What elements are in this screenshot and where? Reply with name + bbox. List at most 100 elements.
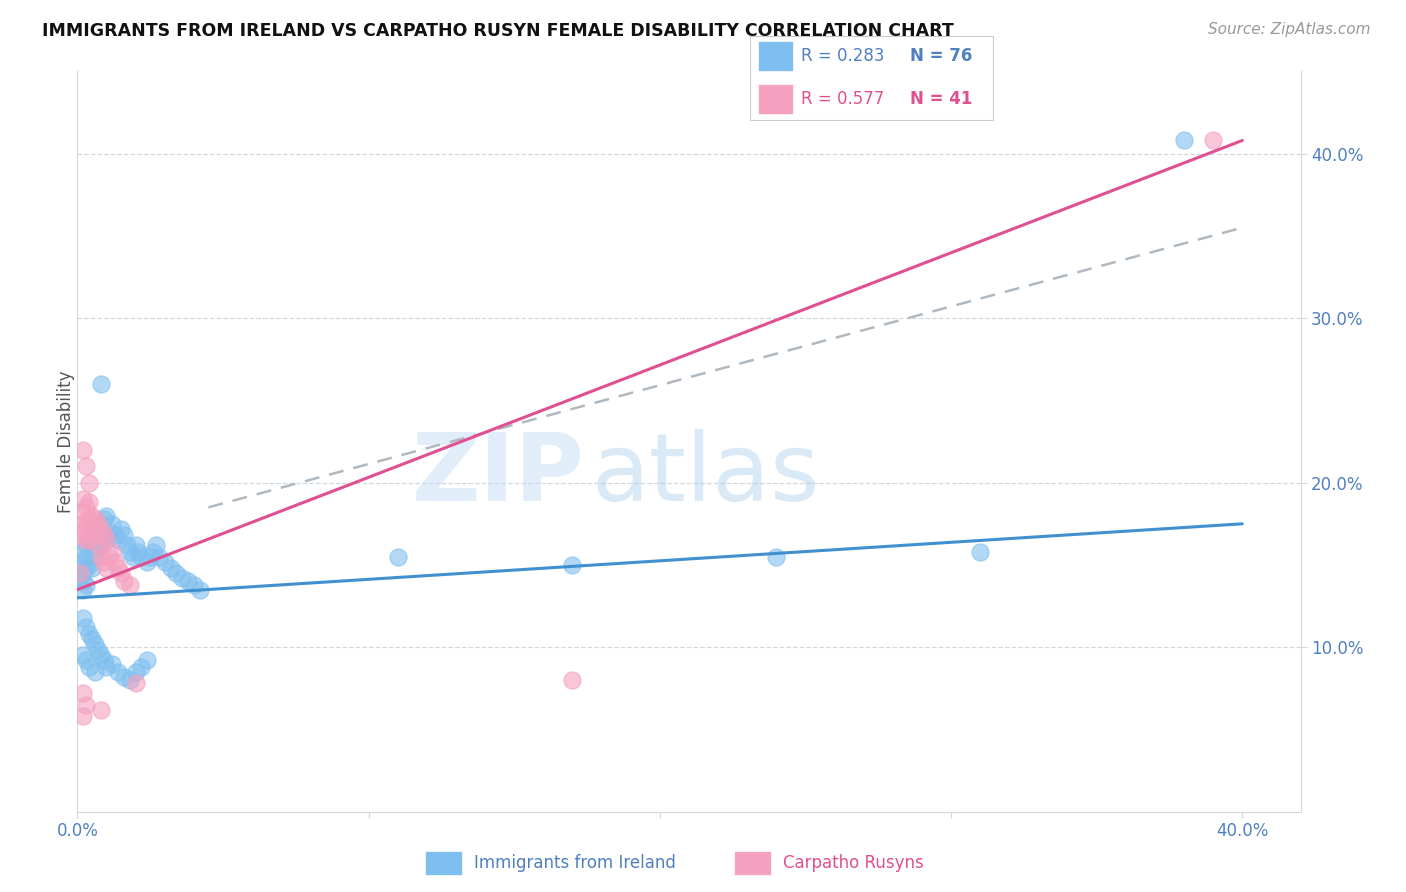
- Point: [101, 545, 124, 559]
- Point: [80, 632, 103, 646]
- Point: [561, 673, 583, 687]
- Point: [69, 561, 91, 575]
- Point: [131, 549, 153, 564]
- Point: [90, 538, 112, 552]
- Point: [136, 555, 159, 569]
- Point: [90, 376, 112, 391]
- Point: [98, 524, 121, 539]
- Point: [124, 665, 146, 679]
- Point: [72, 505, 94, 519]
- Text: Carpatho Rusyns: Carpatho Rusyns: [783, 854, 924, 872]
- Text: Immigrants from Ireland: Immigrants from Ireland: [474, 854, 676, 872]
- Y-axis label: Female Disability: Female Disability: [58, 370, 75, 513]
- Point: [110, 566, 132, 581]
- Point: [87, 643, 110, 657]
- Point: [83, 665, 105, 679]
- Point: [77, 533, 100, 548]
- Point: [77, 558, 100, 572]
- Point: [188, 582, 211, 597]
- Point: [72, 610, 94, 624]
- Point: [75, 538, 97, 552]
- Point: [72, 582, 94, 597]
- Point: [77, 495, 100, 509]
- Point: [69, 566, 91, 581]
- Bar: [758, 84, 793, 113]
- Point: [118, 577, 141, 591]
- Point: [124, 538, 146, 552]
- Bar: [758, 40, 793, 70]
- Point: [72, 709, 94, 723]
- Point: [72, 686, 94, 700]
- Point: [69, 569, 91, 583]
- Point: [75, 620, 97, 634]
- Point: [75, 577, 97, 591]
- Point: [139, 549, 162, 564]
- Point: [1202, 133, 1225, 147]
- Point: [69, 528, 91, 542]
- Point: [124, 676, 146, 690]
- Point: [136, 653, 159, 667]
- Point: [153, 555, 176, 569]
- Point: [101, 657, 124, 671]
- Point: [159, 561, 181, 575]
- Point: [80, 561, 103, 575]
- Text: IMMIGRANTS FROM IRELAND VS CARPATHO RUSYN FEMALE DISABILITY CORRELATION CHART: IMMIGRANTS FROM IRELAND VS CARPATHO RUSY…: [42, 22, 953, 40]
- Point: [101, 516, 124, 531]
- Point: [83, 528, 105, 542]
- Point: [72, 442, 94, 457]
- Point: [93, 555, 115, 569]
- Point: [121, 549, 143, 564]
- Point: [177, 574, 200, 589]
- Point: [90, 648, 112, 663]
- Point: [131, 660, 153, 674]
- Point: [104, 528, 127, 542]
- Point: [90, 549, 112, 564]
- Point: [80, 508, 103, 523]
- Point: [83, 637, 105, 651]
- Point: [87, 516, 110, 531]
- Point: [90, 703, 112, 717]
- Point: [104, 555, 127, 569]
- Point: [83, 549, 105, 564]
- Text: atlas: atlas: [591, 429, 820, 521]
- Point: [96, 533, 118, 548]
- Point: [83, 512, 105, 526]
- Point: [96, 508, 118, 523]
- Point: [90, 522, 112, 536]
- Point: [145, 538, 167, 552]
- Point: [87, 522, 110, 536]
- Point: [96, 561, 118, 575]
- Point: [87, 538, 110, 552]
- Point: [93, 653, 115, 667]
- Point: [765, 549, 787, 564]
- Point: [118, 545, 141, 559]
- Point: [72, 648, 94, 663]
- Point: [87, 541, 110, 556]
- Point: [128, 545, 150, 559]
- Point: [72, 492, 94, 507]
- Text: ZIP: ZIP: [412, 429, 585, 521]
- Point: [112, 670, 135, 684]
- Point: [72, 545, 94, 559]
- Point: [561, 558, 583, 572]
- Point: [72, 522, 94, 536]
- Point: [172, 571, 194, 585]
- Point: [107, 533, 129, 548]
- Point: [93, 528, 115, 542]
- Point: [110, 522, 132, 536]
- Point: [90, 516, 112, 531]
- Point: [115, 538, 138, 552]
- Bar: [425, 851, 461, 875]
- Text: R = 0.283: R = 0.283: [801, 46, 884, 64]
- Point: [118, 673, 141, 687]
- Point: [80, 524, 103, 539]
- Point: [77, 660, 100, 674]
- Point: [77, 533, 100, 548]
- Point: [183, 577, 205, 591]
- Point: [107, 665, 129, 679]
- Point: [75, 549, 97, 564]
- Text: N = 41: N = 41: [910, 90, 972, 108]
- Point: [148, 549, 170, 564]
- Text: N = 76: N = 76: [910, 46, 972, 64]
- Text: R = 0.577: R = 0.577: [801, 90, 884, 108]
